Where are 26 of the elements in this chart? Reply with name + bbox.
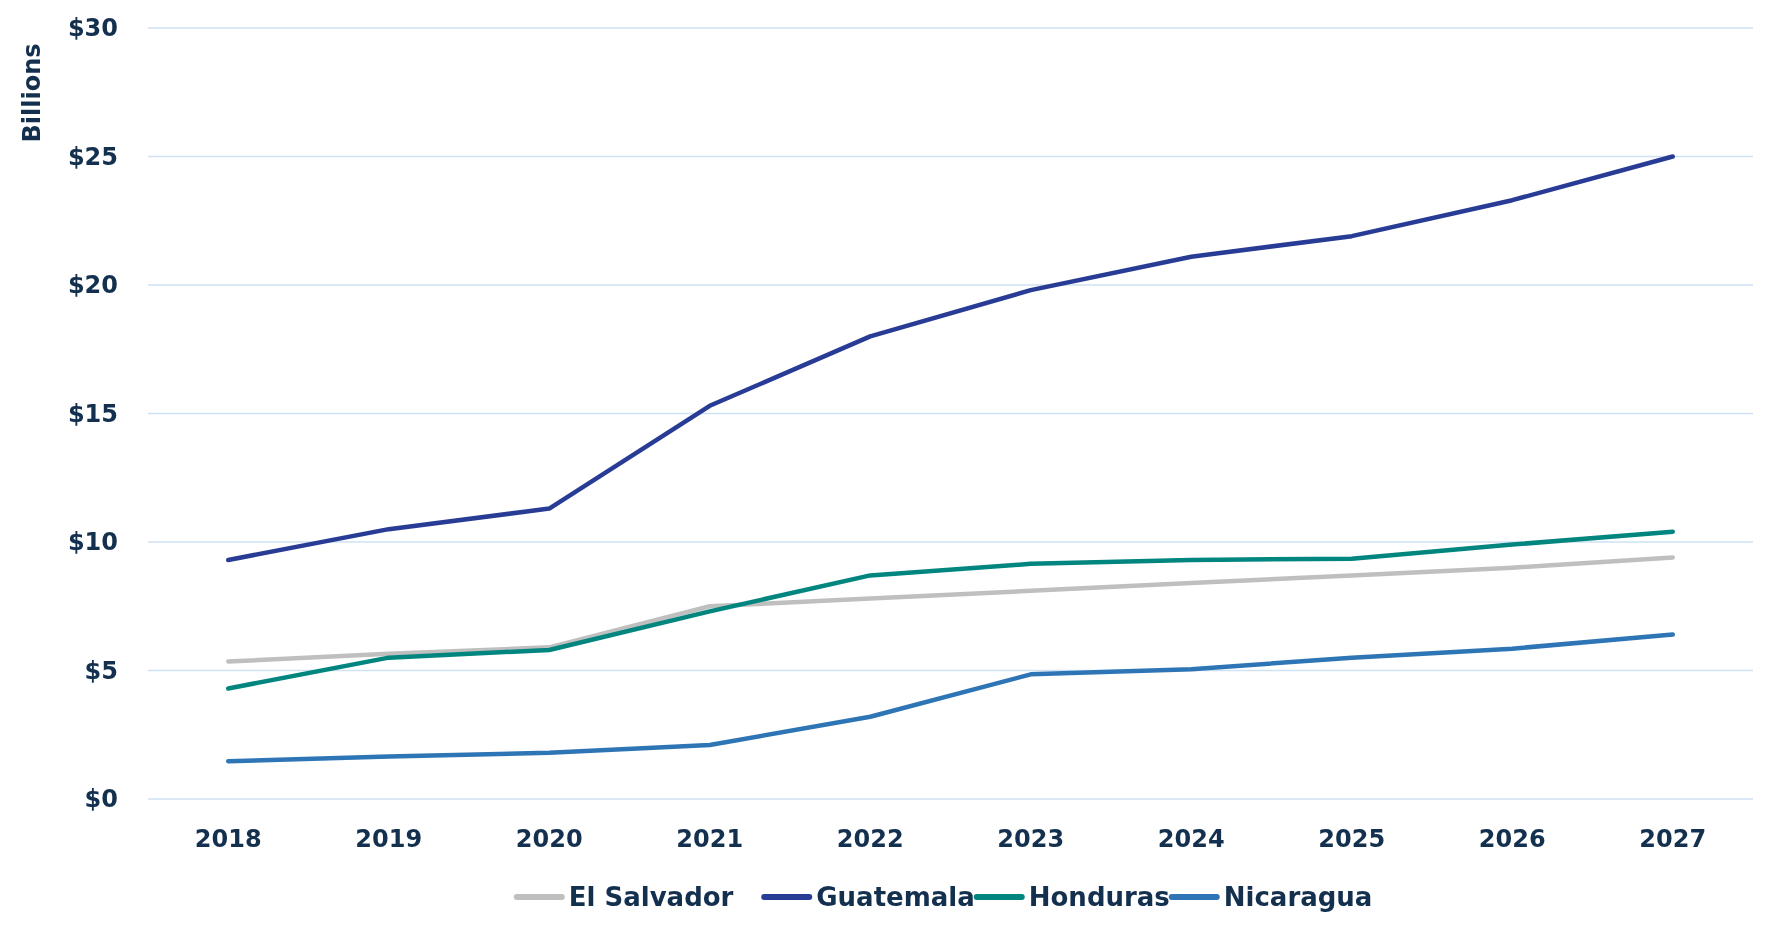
x-tick-label: 2020 (515, 825, 583, 853)
x-tick-label: 2018 (194, 825, 262, 853)
legend-label: Guatemala (816, 882, 975, 913)
y-tick-label: $20 (67, 271, 118, 300)
y-tick-label: $5 (84, 656, 118, 685)
x-tick-label: 2026 (1478, 825, 1546, 853)
y-tick-label: $10 (67, 528, 118, 557)
y-tick-label: $30 (67, 14, 118, 43)
legend-label: Honduras (1028, 882, 1170, 913)
x-tick-label: 2024 (1157, 825, 1225, 853)
line-series (226, 529, 1675, 691)
line-series (226, 632, 1675, 764)
x-tick-label: 2027 (1639, 825, 1707, 853)
y-tick-label: $25 (67, 142, 118, 171)
line-series (226, 555, 1675, 664)
legend-label: Nicaragua (1223, 882, 1373, 913)
x-tick-label: 2019 (355, 825, 423, 853)
line-series (226, 154, 1675, 563)
y-axis-title: Billions (18, 43, 46, 143)
y-tick-label: $15 (67, 399, 118, 428)
x-tick-label: 2021 (676, 825, 744, 853)
legend-label: El Salvador (568, 882, 734, 913)
y-tick-label: $0 (84, 785, 118, 814)
x-tick-label: 2025 (1318, 825, 1386, 853)
x-tick-label: 2022 (836, 825, 904, 853)
x-tick-label: 2023 (997, 825, 1065, 853)
